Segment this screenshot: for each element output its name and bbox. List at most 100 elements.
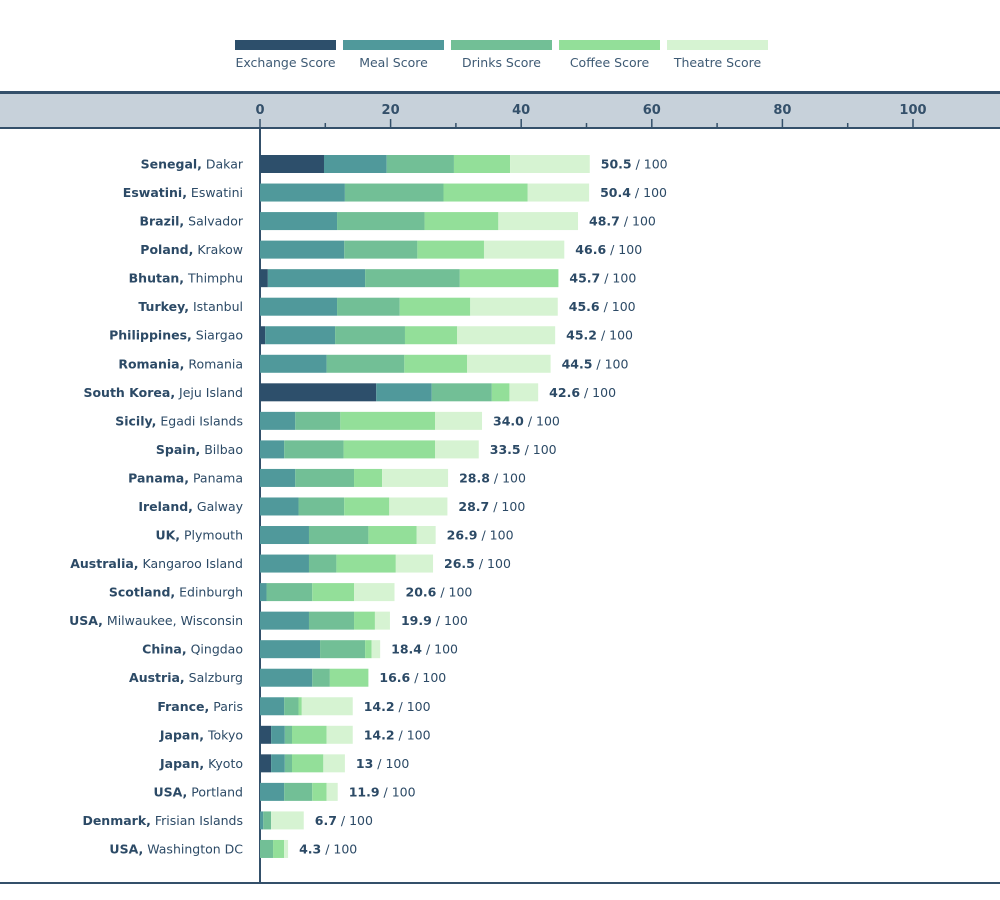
row-label: Austria, Salzburg — [129, 670, 243, 685]
total-suffix: / 100 — [632, 157, 668, 172]
row-city: Kangaroo Island — [139, 556, 243, 571]
legend-label: Exchange Score — [235, 55, 336, 70]
total-value: 6.7 — [315, 813, 337, 828]
bar-row: Turkey, Istanbul 45.6 / 100 — [138, 297, 636, 316]
row-country: USA, — [153, 784, 187, 799]
bar-row: Bhutan, Thimphu 45.7 / 100 — [129, 269, 636, 288]
x-tick-label: 0 — [255, 103, 264, 118]
total-value: 34.0 — [493, 413, 524, 428]
row-label: Japan, Tokyo — [159, 727, 243, 742]
row-city: Dakar — [202, 157, 244, 172]
bar-segment-drinks-score — [295, 411, 341, 430]
total-label: 44.5 / 100 — [562, 356, 629, 371]
row-city: Edinburgh — [175, 585, 243, 600]
bar-segment-coffee-score — [424, 212, 499, 231]
row-country: Spain, — [156, 442, 200, 457]
bar-segment-coffee-score — [365, 640, 372, 659]
total-label: 34.0 / 100 — [493, 413, 560, 428]
bar-segment-meal-score — [260, 640, 321, 659]
total-label: 45.6 / 100 — [569, 299, 636, 314]
row-country: Japan, — [159, 756, 204, 771]
bar-segment-meal-score — [260, 668, 313, 687]
bar-segment-theatre-score — [457, 326, 556, 345]
total-value: 26.9 — [447, 528, 478, 543]
bar-segment-theatre-score — [323, 754, 345, 773]
row-label: Bhutan, Thimphu — [129, 271, 243, 286]
total-value: 18.4 — [391, 642, 422, 657]
row-country: Denmark, — [82, 813, 150, 828]
total-value: 50.4 — [600, 185, 631, 200]
total-value: 50.5 — [601, 157, 632, 172]
bar-row: Romania, Romania 44.5 / 100 — [118, 354, 629, 373]
row-city: Thimphu — [184, 271, 243, 286]
bar-row: Ireland, Galway 28.7 / 100 — [138, 497, 525, 516]
bar-segment-coffee-score — [343, 440, 436, 459]
bar-segment-meal-score — [376, 383, 432, 402]
row-label: China, Qingdao — [142, 642, 243, 657]
bar-row: USA, Washington DC 4.3 / 100 — [109, 839, 357, 858]
total-label: 26.5 / 100 — [444, 556, 511, 571]
bar-segment-theatre-score — [470, 297, 558, 316]
x-tick-label: 40 — [512, 103, 530, 118]
bar-segment-drinks-score — [308, 611, 355, 630]
total-suffix: / 100 — [580, 385, 616, 400]
bar-segment-drinks-score — [312, 668, 330, 687]
total-value: 28.8 — [459, 470, 490, 485]
row-label: Brazil, Salvador — [139, 214, 243, 229]
row-label: USA, Milwaukee, Wisconsin — [69, 613, 243, 628]
row-country: UK, — [155, 528, 180, 543]
row-label: France, Paris — [157, 699, 243, 714]
bar-segment-meal-score — [260, 411, 296, 430]
row-city: Romania — [184, 356, 243, 371]
x-tick-label: 60 — [643, 103, 661, 118]
row-country: South Korea, — [83, 385, 175, 400]
bar-segment-coffee-score — [404, 326, 458, 345]
bar-segment-meal-score — [323, 155, 387, 173]
total-value: 14.2 — [364, 727, 395, 742]
bar-segment-meal-score — [260, 526, 309, 545]
bar-row: Brazil, Salvador 48.7 / 100 — [139, 212, 656, 231]
total-value: 48.7 — [589, 214, 620, 229]
row-city: Egadi Islands — [156, 413, 243, 428]
bar-row: Scotland, Edinburgh 20.6 / 100 — [109, 583, 472, 602]
row-country: Poland, — [140, 242, 193, 257]
total-label: 45.7 / 100 — [569, 271, 636, 286]
total-suffix: / 100 — [600, 271, 636, 286]
bar-row: South Korea, Jeju Island 42.6 / 100 — [83, 383, 616, 402]
bar-segment-coffee-score — [344, 497, 390, 516]
row-country: Bhutan, — [129, 271, 184, 286]
bar-segment-exchange-score — [260, 155, 324, 173]
bar-segment-coffee-score — [368, 526, 417, 545]
bar-row: Japan, Kyoto 13 / 100 — [159, 754, 409, 773]
bar-segment-meal-score — [260, 497, 299, 516]
row-label: Panama, Panama — [128, 470, 243, 485]
total-suffix: / 100 — [380, 784, 416, 799]
row-label: Sicily, Egadi Islands — [115, 413, 243, 428]
bar-segment-coffee-score — [354, 611, 375, 630]
row-city: Milwaukee, Wisconsin — [103, 613, 243, 628]
bar-row: USA, Milwaukee, Wisconsin 19.9 / 100 — [69, 611, 468, 630]
bar-segment-meal-score — [260, 697, 285, 716]
bar-segment-drinks-score — [266, 583, 313, 602]
total-value: 44.5 — [562, 356, 593, 371]
bar-segment-theatre-score — [395, 554, 434, 573]
bar-row: Eswatini, Eswatini 50.4 / 100 — [123, 183, 667, 202]
bar-segment-exchange-score — [260, 269, 268, 288]
total-suffix: / 100 — [489, 499, 525, 514]
total-suffix: / 100 — [600, 299, 636, 314]
bar-row: Australia, Kangaroo Island 26.5 / 100 — [70, 554, 511, 573]
row-country: Australia, — [70, 556, 138, 571]
bar-row: USA, Portland 11.9 / 100 — [153, 782, 416, 801]
row-label: Romania, Romania — [118, 356, 243, 371]
bar-segment-theatre-score — [416, 526, 436, 545]
total-suffix: / 100 — [631, 185, 667, 200]
row-label: Spain, Bilbao — [156, 442, 243, 457]
legend-label: Coffee Score — [569, 55, 650, 70]
bar-segment-drinks-score — [295, 468, 355, 487]
x-tick-label: 80 — [773, 103, 791, 118]
total-suffix: / 100 — [620, 214, 656, 229]
bar-segment-theatre-score — [483, 240, 565, 259]
bar-segment-meal-score — [265, 326, 336, 345]
total-value: 4.3 — [299, 841, 321, 856]
row-country: Senegal, — [141, 157, 202, 172]
